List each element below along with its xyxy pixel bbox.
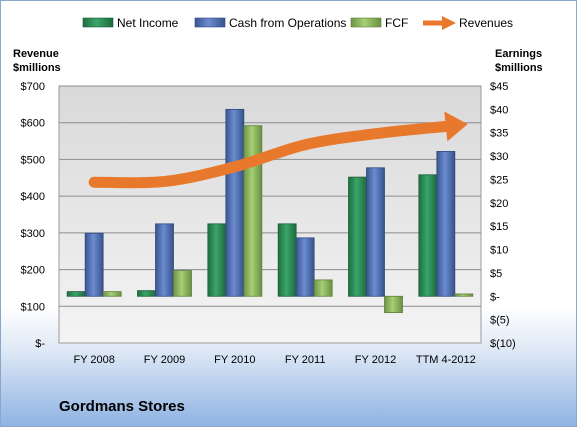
category-label: FY 2012 <box>355 354 396 366</box>
left-tick-label: $200 <box>21 265 45 277</box>
legend-label-cash-from-operations: Cash from Operations <box>229 16 346 30</box>
left-tick-label: $500 <box>21 154 45 166</box>
category-labels: FY 2008 FY 2009 FY 2010 FY 2011 FY 2012 TTM 4… <box>73 354 475 366</box>
revenues-arrowhead <box>444 111 468 142</box>
category-label: TTM 4-2012 <box>416 354 476 366</box>
bar-net-income <box>137 290 156 297</box>
legend-swatch-cash-from-operations <box>194 17 226 28</box>
legend-item-cash-from-operations: Cash from Operations <box>194 16 346 30</box>
bar-cash-from-operations <box>436 151 456 297</box>
legend-swatch-net-income <box>82 17 114 28</box>
right-axis-title-line2: $millions <box>495 62 543 74</box>
bar-fcf <box>313 279 333 297</box>
left-axis-title-line1: Revenue <box>13 48 59 60</box>
bar-net-income <box>418 174 438 297</box>
right-tick-label: $35 <box>490 128 508 140</box>
right-tick-label: $(5) <box>490 315 510 327</box>
category-label: FY 2009 <box>144 354 185 366</box>
category-label: FY 2008 <box>73 354 114 366</box>
revenues-arrow-line <box>88 120 452 189</box>
left-tick-label: $400 <box>21 191 45 203</box>
bar-net-income <box>207 223 227 297</box>
legend-label-net-income: Net Income <box>117 16 179 30</box>
left-tick-label: $300 <box>21 228 45 240</box>
bar-net-income <box>66 291 86 297</box>
bar-cash-from-operations <box>295 237 315 297</box>
company-name: Gordmans Stores <box>59 398 185 415</box>
left-axis-title-line2: $millions <box>13 62 61 74</box>
legend: Net Income Cash from Operations FCF Reve… <box>82 16 513 30</box>
right-tick-label: $30 <box>490 151 508 163</box>
bar-net-income <box>348 176 367 297</box>
bar-cash-from-operations <box>84 232 104 297</box>
bar-cash-from-operations <box>366 167 385 297</box>
bar-fcf <box>173 270 192 297</box>
bar-net-income <box>277 223 297 297</box>
left-tick-label: $100 <box>21 301 45 313</box>
legend-item-net-income: Net Income <box>82 16 179 30</box>
left-tick-label: $- <box>35 338 45 350</box>
left-tick-label: $700 <box>21 81 45 93</box>
bars-layer <box>66 108 474 314</box>
right-tick-label: $- <box>490 291 500 303</box>
right-tick-label: $10 <box>490 245 508 257</box>
legend-label-revenues: Revenues <box>459 16 513 30</box>
right-tick-label: $40 <box>490 104 508 116</box>
left-axis-ticks: $- $100 $200 $300 $400 $500 $600 $700 <box>21 81 46 350</box>
bar-fcf <box>102 291 122 297</box>
revenues-arrow-layer <box>88 111 468 189</box>
right-tick-label: $45 <box>490 81 508 93</box>
bar-fcf <box>243 125 263 297</box>
right-tick-label: $25 <box>490 174 508 186</box>
legend-item-revenues: Revenues <box>423 16 513 30</box>
right-tick-label: $15 <box>490 221 508 233</box>
right-tick-label: $20 <box>490 198 508 210</box>
legend-arrowhead-revenues <box>442 16 456 30</box>
bar-fcf <box>384 295 403 314</box>
category-label: FY 2010 <box>214 354 255 366</box>
right-tick-label: $(10) <box>490 338 516 350</box>
left-tick-label: $600 <box>21 118 45 130</box>
category-label: FY 2011 <box>285 354 326 366</box>
legend-item-fcf: FCF <box>350 16 408 30</box>
bar-cash-from-operations <box>155 223 174 297</box>
bar-cash-from-operations <box>225 108 245 297</box>
legend-swatch-fcf <box>350 17 382 28</box>
right-axis-title-line1: Earnings <box>495 48 542 60</box>
right-tick-label: $5 <box>490 268 502 280</box>
legend-label-fcf: FCF <box>385 16 408 30</box>
bar-fcf <box>454 293 474 297</box>
right-axis-ticks: $(10) $(5) $- $5 $10 $15 $20 $25 $30 $35 $40 $45 <box>490 81 516 350</box>
